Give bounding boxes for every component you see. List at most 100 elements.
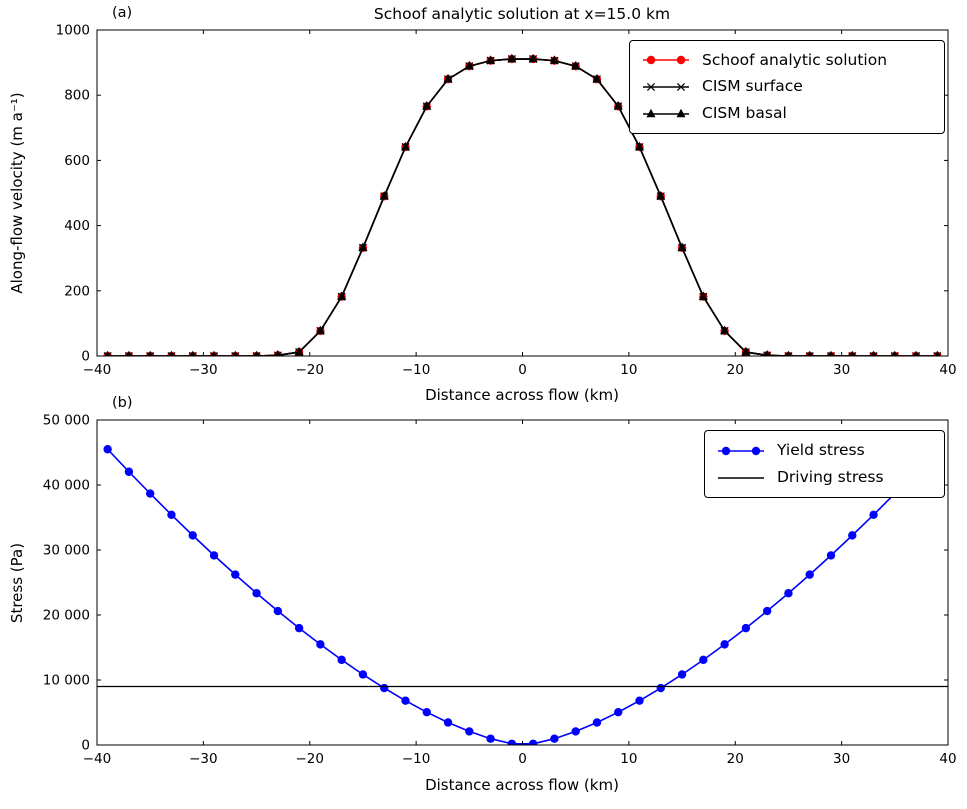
line-circle-marker-icon xyxy=(718,446,764,455)
plot-area xyxy=(97,445,948,745)
legend-item-yield-stress: Yield stress xyxy=(715,442,934,460)
circle-marker xyxy=(103,445,112,454)
y-tick-label: 400 xyxy=(64,218,90,234)
legend-item-driving-stress: Driving stress xyxy=(715,469,934,487)
circle-marker xyxy=(805,570,814,579)
x-tick-label: 40 xyxy=(939,362,956,378)
circle-marker xyxy=(486,734,495,743)
triangle-marker xyxy=(126,350,132,356)
x-tick-label: 30 xyxy=(833,751,850,767)
triangle-marker xyxy=(870,350,877,356)
x-marker xyxy=(933,351,942,356)
circle-marker xyxy=(273,606,283,616)
triangle-marker xyxy=(677,242,687,251)
x-marker xyxy=(209,351,219,356)
triangle-marker xyxy=(168,350,175,356)
circle-marker xyxy=(720,640,729,649)
triangle-marker xyxy=(828,350,834,356)
triangle-marker xyxy=(892,350,898,356)
x-marker xyxy=(805,351,814,356)
legend-label: Driving stress xyxy=(777,467,884,486)
circle-marker xyxy=(571,727,580,736)
circle-marker xyxy=(380,683,389,693)
circle-marker xyxy=(401,696,410,705)
triangle-marker xyxy=(934,350,941,356)
line-triangle-marker-icon xyxy=(643,108,689,117)
circle-marker xyxy=(294,623,304,633)
triangle-marker xyxy=(486,55,496,64)
panel-a-title: Schoof analytic solution at x=15.0 km xyxy=(374,5,670,23)
y-tick-label: 600 xyxy=(64,153,90,169)
legend-label: Schoof analytic solution xyxy=(702,50,888,69)
circle-marker xyxy=(848,531,857,540)
circle-marker xyxy=(751,446,761,455)
circle-marker xyxy=(124,467,134,476)
triangle-marker xyxy=(698,291,708,300)
triangle-marker xyxy=(806,350,813,356)
y-tick-label: 1000 xyxy=(56,23,90,39)
x-marker xyxy=(124,351,133,356)
triangle-marker xyxy=(785,350,792,356)
y-tick-label: 40 000 xyxy=(43,478,90,494)
circle-marker xyxy=(635,696,644,705)
triangle-marker xyxy=(676,108,686,117)
triangle-marker xyxy=(253,350,260,356)
triangle-marker xyxy=(315,325,325,335)
circle-marker xyxy=(550,734,559,743)
panel-a-xaxis-label: Distance across flow (km) xyxy=(425,386,619,404)
x-marker xyxy=(103,351,112,356)
x-tick-label: −40 xyxy=(83,362,112,378)
legend-label: CISM basal xyxy=(702,103,787,122)
triangle-marker xyxy=(764,350,771,356)
y-tick-label: 200 xyxy=(64,283,90,299)
x-tick-label: 20 xyxy=(727,362,744,378)
plot-area xyxy=(103,53,942,356)
triangle-marker xyxy=(635,141,645,151)
x-marker xyxy=(231,351,240,356)
triangle-marker xyxy=(211,350,217,356)
triangle-marker xyxy=(294,346,304,356)
y-tick-label: 0 xyxy=(81,738,90,754)
circle-marker xyxy=(252,589,261,598)
triangle-marker xyxy=(337,291,347,300)
circle-marker xyxy=(358,670,368,679)
circle-marker xyxy=(721,446,731,455)
triangle-marker xyxy=(656,190,666,200)
triangle-marker xyxy=(274,350,281,356)
triangle-marker xyxy=(443,73,453,83)
legend-item-schoof: Schoof analytic solution xyxy=(640,51,934,69)
y-tick-label: 30 000 xyxy=(43,543,90,559)
y-tick-label: 50 000 xyxy=(43,413,90,429)
x-tick-label: 0 xyxy=(518,751,527,767)
circle-marker xyxy=(826,551,836,560)
circle-marker xyxy=(699,655,708,665)
x-tick-label: −10 xyxy=(402,362,431,378)
circle-marker xyxy=(592,718,602,727)
line-circle-marker-icon xyxy=(643,56,689,65)
circle-marker xyxy=(337,655,346,665)
circle-marker xyxy=(443,718,453,727)
x-tick-label: −30 xyxy=(189,751,218,767)
circle-marker xyxy=(646,56,656,65)
circle-marker xyxy=(188,531,197,540)
x-tick-label: 10 xyxy=(620,751,637,767)
legend-label: Yield stress xyxy=(777,440,865,459)
x-tick-label: 30 xyxy=(833,362,850,378)
circle-marker xyxy=(145,489,155,498)
triangle-marker xyxy=(528,53,538,63)
x-marker xyxy=(826,351,836,356)
x-marker xyxy=(252,351,261,356)
panel-b-plot: −40 −30 −20 −10 0 10 20 30 40 0 10 000 20 000 30 000… xyxy=(43,413,957,768)
x-marker xyxy=(848,351,857,356)
line-x-marker-icon xyxy=(643,82,689,92)
triangle-marker xyxy=(464,60,474,70)
plain-line-icon xyxy=(718,476,764,479)
circle-marker xyxy=(507,739,517,745)
panel-b-xaxis-label: Distance across flow (km) xyxy=(425,776,619,794)
x-marker xyxy=(869,351,878,356)
panel-a-legend: Schoof analytic solution CISM surface CI… xyxy=(629,40,945,134)
triangle-marker xyxy=(189,350,196,356)
circle-marker xyxy=(231,570,240,579)
